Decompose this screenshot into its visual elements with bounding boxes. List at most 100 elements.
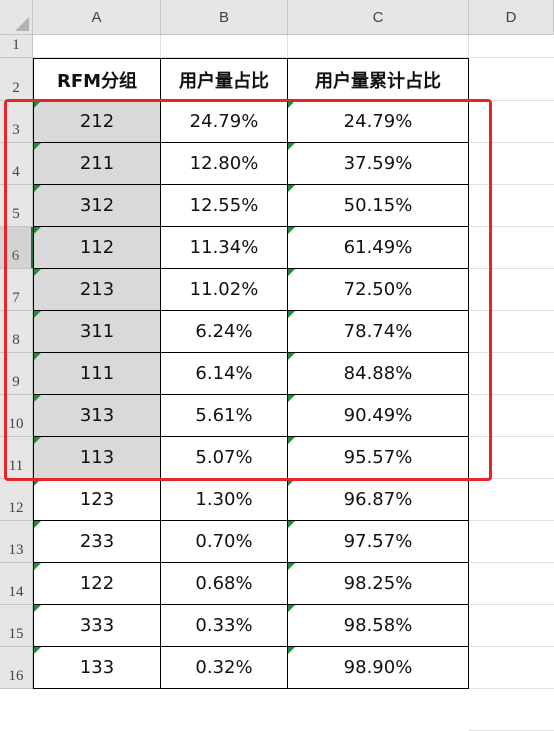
table-cell[interactable]: 313 [33,395,161,437]
table-cell[interactable]: 0.68% [161,563,288,605]
gridline-horizontal [469,57,554,58]
table-cell[interactable]: 5.07% [161,437,288,479]
table-cell[interactable]: 211 [33,143,161,185]
table-cell[interactable]: 1.30% [161,479,288,521]
header-cell-rfm-group[interactable]: RFM分组 [33,58,161,101]
gridline-horizontal [469,394,554,395]
table-cell[interactable]: 111 [33,353,161,395]
select-all-triangle-icon [15,17,29,31]
table-cell[interactable]: 113 [33,437,161,479]
column-header-b[interactable]: B [161,0,288,35]
table-cell[interactable]: 98.58% [288,605,469,647]
table-cell[interactable]: 12.80% [161,143,288,185]
table-cell[interactable]: 37.59% [288,143,469,185]
row-header-9[interactable]: 9 [0,353,33,395]
table-cell[interactable]: 11.02% [161,269,288,311]
error-indicator-icon [288,353,295,360]
error-indicator-icon [34,227,41,234]
table-cell[interactable]: 72.50% [288,269,469,311]
header-cell-cumulative-share[interactable]: 用户量累计占比 [288,58,469,101]
gridline-horizontal [469,478,554,479]
table-cell[interactable]: 213 [33,269,161,311]
gridline-horizontal [469,310,554,311]
error-indicator-icon [288,647,295,654]
table-cell[interactable]: 78.74% [288,311,469,353]
gridline-horizontal [469,142,554,143]
gridline-horizontal [469,184,554,185]
error-indicator-icon [288,269,295,276]
table-cell[interactable]: 122 [33,563,161,605]
table-cell[interactable]: 97.57% [288,521,469,563]
table-cell[interactable]: 0.70% [161,521,288,563]
table-cell[interactable]: 5.61% [161,395,288,437]
gridline-horizontal [469,688,554,689]
table-cell[interactable]: 311 [33,311,161,353]
row-header-4[interactable]: 4 [0,143,33,185]
table-cell[interactable]: 98.90% [288,647,469,689]
error-indicator-icon [288,185,295,192]
error-indicator-icon [288,101,295,108]
error-indicator-icon [34,647,41,654]
column-header-c[interactable]: C [288,0,469,35]
table-cell[interactable]: 24.79% [288,101,469,143]
table-cell[interactable]: 12.55% [161,185,288,227]
error-indicator-icon [34,269,41,276]
row-header-13[interactable]: 13 [0,521,33,563]
error-indicator-icon [288,479,295,486]
row-header-14[interactable]: 14 [0,563,33,605]
error-indicator-icon [34,143,41,150]
row-header-5[interactable]: 5 [0,185,33,227]
row-header-10[interactable]: 10 [0,395,33,437]
gridline-horizontal [469,646,554,647]
error-indicator-icon [288,563,295,570]
table-cell[interactable]: 112 [33,227,161,269]
row-header-15[interactable]: 15 [0,605,33,647]
error-indicator-icon [34,353,41,360]
table-cell[interactable]: 84.88% [288,353,469,395]
select-all-corner[interactable] [0,0,33,35]
table-cell[interactable]: 95.57% [288,437,469,479]
table-cell[interactable]: 333 [33,605,161,647]
row-header-8[interactable]: 8 [0,311,33,353]
error-indicator-icon [288,437,295,444]
error-indicator-icon [288,143,295,150]
table-cell[interactable]: 0.32% [161,647,288,689]
row-header-12[interactable]: 12 [0,479,33,521]
gridline-horizontal [33,57,469,58]
gridline-horizontal [469,100,554,101]
error-indicator-icon [34,479,41,486]
gridline-horizontal [469,520,554,521]
row-header-1[interactable]: 1 [0,35,33,58]
table-cell[interactable]: 90.49% [288,395,469,437]
table-cell[interactable]: 50.15% [288,185,469,227]
table-cell[interactable]: 6.14% [161,353,288,395]
table-cell[interactable]: 6.24% [161,311,288,353]
column-header-d[interactable]: D [469,0,554,35]
error-indicator-icon [34,521,41,528]
row-header-6[interactable]: 6 [0,227,33,269]
table-cell[interactable]: 98.25% [288,563,469,605]
row-header-11[interactable]: 11 [0,437,33,479]
table-cell[interactable]: 212 [33,101,161,143]
header-cell-user-share[interactable]: 用户量占比 [161,58,288,101]
error-indicator-icon [288,605,295,612]
table-cell[interactable]: 11.34% [161,227,288,269]
column-header-a[interactable]: A [33,0,161,35]
table-cell[interactable]: 123 [33,479,161,521]
gridline-vertical [468,35,469,58]
table-cell[interactable]: 233 [33,521,161,563]
table-cell[interactable]: 24.79% [161,101,288,143]
row-header-3[interactable]: 3 [0,101,33,143]
row-header-16[interactable]: 16 [0,647,33,689]
error-indicator-icon [34,395,41,402]
gridline-vertical [287,35,288,58]
row-header-7[interactable]: 7 [0,269,33,311]
error-indicator-icon [34,185,41,192]
table-cell[interactable]: 96.87% [288,479,469,521]
table-cell[interactable]: 0.33% [161,605,288,647]
table-cell[interactable]: 61.49% [288,227,469,269]
table-cell[interactable]: 133 [33,647,161,689]
table-cell[interactable]: 312 [33,185,161,227]
gridline-horizontal [469,562,554,563]
row-header-2[interactable]: 2 [0,58,33,101]
